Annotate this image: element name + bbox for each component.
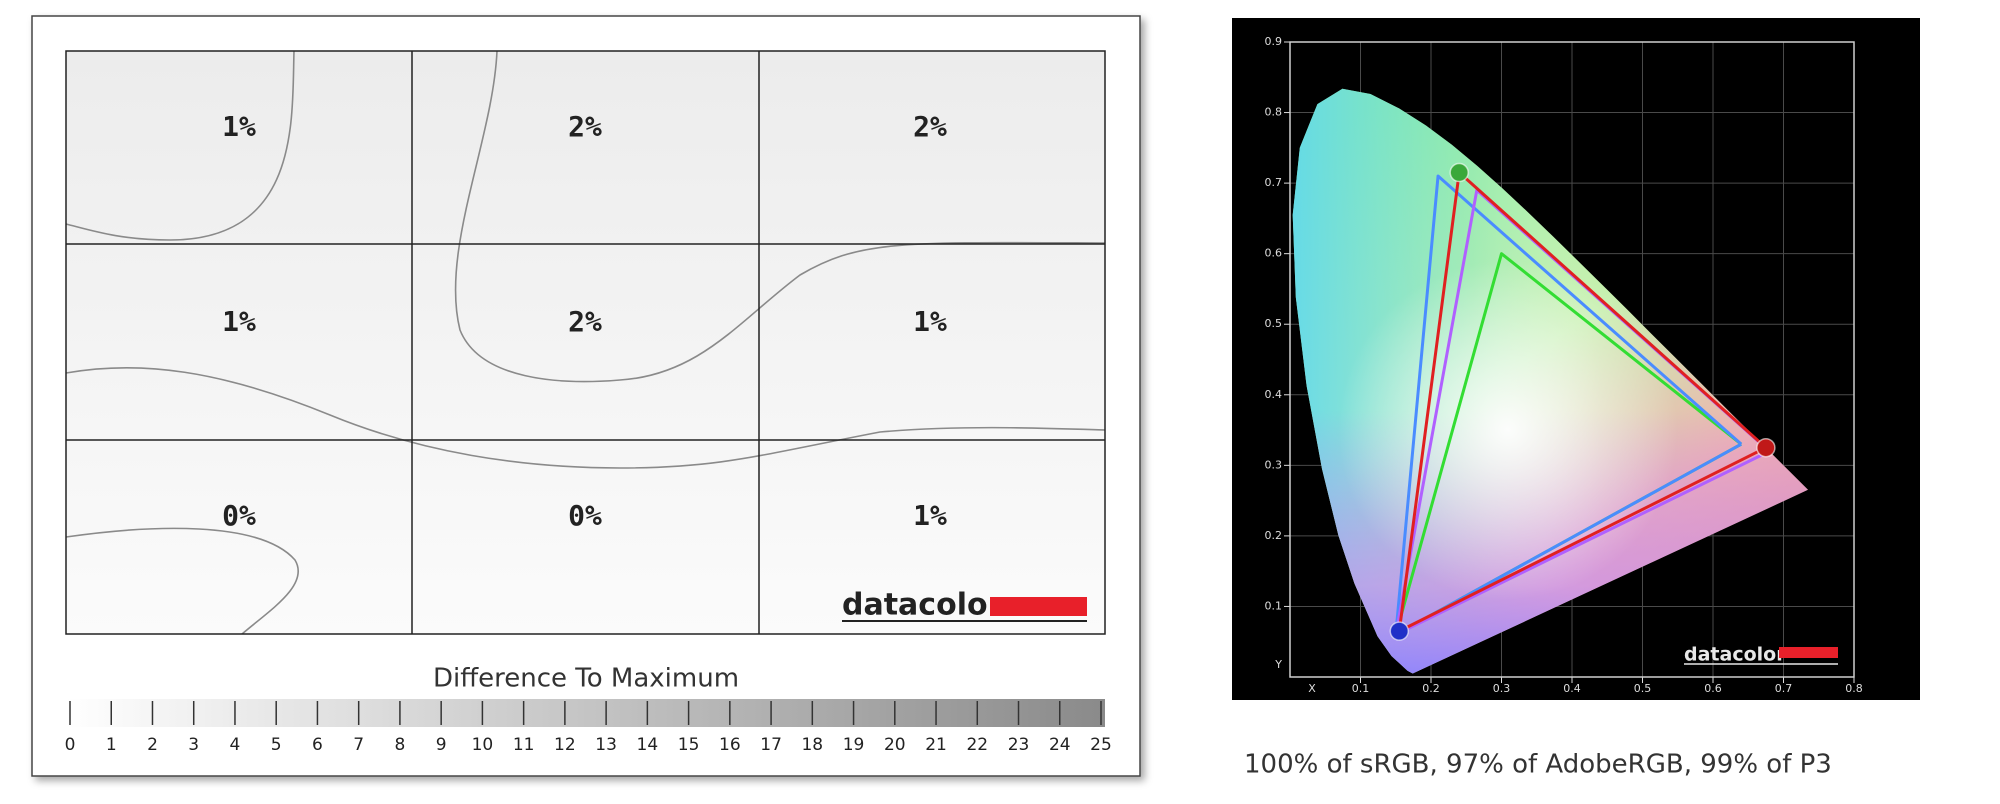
gamut-logo-bar <box>1779 647 1838 658</box>
gamut-caption: 100% of sRGB, 97% of AdobeRGB, 99% of P3 <box>1244 750 1832 780</box>
scale-tick-label: 25 <box>1090 735 1112 755</box>
y-tick-label: 0.7 <box>1265 176 1283 189</box>
scale-tick-label: 19 <box>843 735 865 755</box>
y-tick-label: 0.1 <box>1265 599 1283 612</box>
scale-tick-label: 4 <box>230 735 241 755</box>
y-axis-label: Y <box>1274 658 1282 671</box>
uniformity-value: 0% <box>568 499 602 532</box>
scale-tick-label: 20 <box>884 735 906 755</box>
uniformity-value: 0% <box>222 499 256 532</box>
scale-tick-label: 23 <box>1008 735 1030 755</box>
scale-tick-label: 15 <box>678 735 700 755</box>
locus-shade <box>1292 88 1808 674</box>
y-tick-label: 0.8 <box>1265 106 1283 119</box>
scale-tick-label: 5 <box>271 735 282 755</box>
primary-marker <box>1756 437 1776 458</box>
uniformity-value: 2% <box>913 110 947 143</box>
scale-tick-label: 3 <box>188 735 199 755</box>
x-tick-label: 0.5 <box>1634 682 1652 695</box>
scale-tick-label: 22 <box>966 735 988 755</box>
uniformity-value: 1% <box>913 305 947 338</box>
scale-tick-label: 12 <box>554 735 576 755</box>
contours <box>65 50 1106 635</box>
scale-bar <box>66 699 1105 727</box>
plot-frame <box>1289 41 1855 678</box>
scale-tick-label: 10 <box>472 735 494 755</box>
uniformity-value: 2% <box>568 110 602 143</box>
scale-tick-label: 6 <box>312 735 323 755</box>
scale-tick-label: 9 <box>436 735 447 755</box>
gamut-triangle <box>1397 171 1767 633</box>
scale-tick-label: 2 <box>147 735 158 755</box>
scale-tick-label: 13 <box>595 735 617 755</box>
scale-title: Difference To Maximum <box>433 664 739 694</box>
gamut-logo-text: datacolor <box>1684 644 1786 666</box>
scale-tick-label: 24 <box>1049 735 1071 755</box>
spectral-locus <box>1292 88 1808 674</box>
x-tick-label: 0.1 <box>1352 682 1370 695</box>
scale-tick-label: 0 <box>65 735 76 755</box>
uniformity-value: 2% <box>568 305 602 338</box>
logo-bar <box>990 597 1087 616</box>
x-tick-label: 0.6 <box>1704 682 1722 695</box>
contour-line <box>65 50 295 241</box>
contour-line <box>65 366 1106 469</box>
x-tick-label: 0.4 <box>1563 682 1581 695</box>
scale-tick-label: 8 <box>395 735 406 755</box>
scale-tick-label: 17 <box>760 735 782 755</box>
y-tick-label: 0.6 <box>1265 247 1283 260</box>
scale-tick-label: 21 <box>925 735 947 755</box>
grid-lines <box>65 50 1106 635</box>
uniformity-value: 1% <box>222 305 256 338</box>
gamut-panel: 0.1 0.2 0.3 0.4 0.5 0.6 0.7 0.8 0.1 0.2 0.3 0.4 0.5 0… <box>1232 18 1920 780</box>
scale-tick-label: 18 <box>801 735 823 755</box>
uniformity-value: 1% <box>913 499 947 532</box>
x-axis-label: X <box>1308 682 1316 695</box>
gamut-series <box>1389 162 1776 641</box>
x-tick-label: 0.3 <box>1493 682 1511 695</box>
scale-tick-label: 1 <box>106 735 117 755</box>
x-tick-label: 0.7 <box>1775 682 1793 695</box>
y-tick-label: 0.9 <box>1265 35 1283 48</box>
scale-tick-label: 11 <box>513 735 535 755</box>
y-tick-label: 0.2 <box>1265 529 1283 542</box>
uniformity-panel: datacolor Difference To Maximum 1% 2% 2% 1%… <box>31 15 1141 777</box>
uniformity-value: 1% <box>222 110 256 143</box>
x-tick-label: 0.8 <box>1845 682 1863 695</box>
scale-tick-label: 14 <box>637 735 659 755</box>
y-tick-label: 0.5 <box>1265 317 1283 330</box>
x-tick-label: 0.2 <box>1422 682 1440 695</box>
scale-tick-label: 16 <box>719 735 741 755</box>
gamut-triangle <box>1394 174 1743 637</box>
uniformity-area <box>66 51 1105 634</box>
y-tick-label: 0.3 <box>1265 458 1283 471</box>
contour-line <box>454 50 1106 383</box>
primary-marker <box>1449 162 1469 183</box>
contour-line <box>65 527 299 635</box>
logo-text: datacolor <box>842 588 1003 623</box>
y-tick-label: 0.4 <box>1265 388 1283 401</box>
primary-marker <box>1389 621 1410 641</box>
scale-tick-label: 7 <box>353 735 364 755</box>
grid-frame <box>65 50 1106 635</box>
